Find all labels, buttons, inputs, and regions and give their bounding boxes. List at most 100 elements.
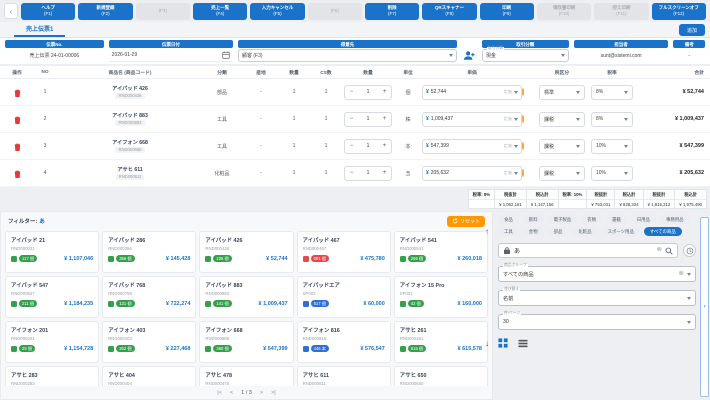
- discount-indicator-icon[interactable]: [522, 115, 524, 123]
- product-card[interactable]: アサヒ 478 RND000478 217 個: [199, 366, 294, 386]
- unit-price-field[interactable]: ¥ 1,009,437 定価: [422, 111, 522, 127]
- function-key-button[interactable]: (F6): [307, 2, 362, 20]
- product-card[interactable]: アイパッド 768 RND000768 131 個 ¥ 722,274: [102, 276, 197, 318]
- product-group-select[interactable]: 商品グループ すべての商品 ⊗: [498, 263, 696, 282]
- qty-minus-button[interactable]: −: [345, 116, 358, 122]
- transaction-category-select[interactable]: 取引分類 現金: [481, 47, 569, 62]
- tax-rate-select[interactable]: 8%: [591, 111, 633, 127]
- product-search-input[interactable]: [514, 247, 654, 254]
- product-card[interactable]: アイフォン 668 RND000668 360 個 ¥ 547,399: [199, 321, 294, 363]
- qty-plus-button[interactable]: +: [378, 143, 391, 149]
- category-chip[interactable]: すべての商品: [643, 227, 682, 236]
- add-customer-icon-button[interactable]: [462, 48, 477, 62]
- product-name[interactable]: アイフォン 668: [112, 139, 148, 146]
- category-chip[interactable]: スポーツ用品: [601, 227, 640, 236]
- product-name[interactable]: アイパッド 883: [112, 112, 148, 119]
- add-button[interactable]: 追加: [679, 24, 705, 36]
- delete-line-button[interactable]: [14, 139, 21, 154]
- tax-rate-select[interactable]: 10%: [591, 138, 633, 154]
- function-key-button[interactable]: 印刷 (F9): [479, 2, 534, 20]
- next-page-button[interactable]: >: [259, 389, 264, 396]
- sort-select[interactable]: 並び替え 名前: [498, 287, 696, 306]
- per-page-select[interactable]: 件/ページ 30: [498, 311, 696, 330]
- scroll-up-button[interactable]: ↑: [485, 227, 489, 236]
- category-chip[interactable]: 衣類: [581, 215, 602, 224]
- function-key-button[interactable]: 領収書印刷 (F10): [536, 2, 592, 20]
- reset-filter-button[interactable]: リセット: [446, 215, 485, 227]
- qty-minus-button[interactable]: −: [345, 143, 358, 149]
- product-card[interactable]: アイパッド 883 RND000883 141 個 ¥ 1,009,437: [199, 276, 294, 318]
- delete-line-button[interactable]: [14, 112, 21, 127]
- function-key-button[interactable]: 新規登録 (F2): [78, 2, 133, 20]
- last-page-button[interactable]: >|: [271, 389, 276, 396]
- product-card[interactable]: アサヒ 404 RND000404 83 個: [102, 366, 197, 386]
- qty-plus-button[interactable]: +: [378, 116, 391, 122]
- category-chip[interactable]: 化粧品: [572, 227, 598, 236]
- list-view-button[interactable]: [518, 339, 528, 348]
- product-card[interactable]: アイパッド 467 RND000467 601 個 ¥ 475,780: [296, 231, 391, 273]
- category-chip[interactable]: 食品: [498, 215, 519, 224]
- expand-rail-button[interactable]: ›: [703, 304, 706, 310]
- unit-price-field[interactable]: ¥ 547,399 定価: [422, 138, 522, 154]
- qty-plus-button[interactable]: +: [378, 89, 391, 95]
- category-chip[interactable]: 書籍: [605, 215, 627, 224]
- calendar-icon[interactable]: [222, 51, 230, 59]
- grid-view-button[interactable]: [498, 338, 508, 348]
- tax-rate-select[interactable]: 10%: [591, 165, 633, 181]
- tax-class-select[interactable]: 課税: [539, 111, 585, 127]
- product-card[interactable]: アイフォン 201 RND000201 25 個 ¥ 1,154,728: [5, 321, 100, 363]
- discount-indicator-icon[interactable]: [522, 169, 524, 177]
- qty-plus-button[interactable]: +: [378, 170, 391, 176]
- category-chip[interactable]: 工具: [498, 227, 519, 236]
- scroll-down-button[interactable]: ↓: [485, 339, 489, 348]
- function-key-button[interactable]: 入力キャンセル (F5): [250, 2, 305, 20]
- tax-rate-select[interactable]: 8%: [591, 84, 633, 100]
- product-name[interactable]: アサヒ 611: [117, 166, 143, 173]
- product-card[interactable]: アイパッド 426 RND000426 225 個 ¥ 52,744: [199, 231, 294, 273]
- tax-class-select[interactable]: 課税: [539, 138, 585, 154]
- delete-line-button[interactable]: [14, 166, 21, 181]
- category-chip[interactable]: 事務用品: [659, 215, 690, 224]
- product-card[interactable]: アイパッド 286 RND000286 356 個 ¥ 145,428: [102, 231, 197, 273]
- delete-line-button[interactable]: [14, 85, 21, 100]
- product-card[interactable]: アイパッド 541 RND000541 266 個 ¥ 260,018: [393, 231, 488, 273]
- qty-minus-button[interactable]: −: [345, 89, 358, 95]
- product-card[interactable]: アサヒ 611 RND000611 109 個: [296, 366, 391, 386]
- category-chip[interactable]: 金物: [522, 227, 544, 236]
- unit-price-field[interactable]: ¥ 52,744 定価: [422, 84, 522, 100]
- product-card[interactable]: アサヒ 283 RND000283 39 個: [5, 366, 100, 386]
- product-name[interactable]: アイパッド 426: [112, 85, 148, 92]
- function-key-button[interactable]: (F3): [135, 2, 190, 20]
- function-key-button[interactable]: 削除 (F7): [364, 2, 420, 20]
- function-key-button[interactable]: QRスキャナー (F8): [422, 2, 477, 20]
- product-card[interactable]: アイパッド 547 RND000547 211 個 ¥ 1,184,235: [5, 276, 100, 318]
- category-chip[interactable]: 日用品: [630, 215, 656, 224]
- product-card[interactable]: アイフォン 403 RND000403 262 個 ¥ 227,468: [102, 321, 197, 363]
- product-card[interactable]: アサヒ 261 RND000261 615 個 ¥ 615,578: [393, 321, 488, 363]
- collapse-toolbar-button[interactable]: ‹: [4, 3, 18, 19]
- tab-sales-slip[interactable]: 売上伝票1: [14, 21, 66, 37]
- function-key-button[interactable]: フルスクリーンオフ (F12): [651, 2, 706, 20]
- product-card[interactable]: アサヒ 650 RND000650 74 個: [393, 366, 488, 386]
- prev-page-button[interactable]: <: [229, 389, 234, 396]
- discount-indicator-icon[interactable]: [522, 142, 524, 150]
- function-key-button[interactable]: ヘルプ (F1): [21, 2, 76, 20]
- tax-class-select[interactable]: 課税: [539, 165, 585, 181]
- product-card[interactable]: アイフォン 816 RND000816 446 本 ¥ 576,547: [296, 321, 391, 363]
- search-icon[interactable]: [665, 247, 673, 255]
- tax-class-select[interactable]: 標準: [539, 84, 585, 100]
- slip-date-input[interactable]: 2026-01-29: [108, 49, 233, 62]
- product-card[interactable]: アイパッド 21 RND000021 117 個 ¥ 1,107,046: [5, 231, 100, 273]
- unit-price-field[interactable]: ¥ 205,632 定価: [422, 165, 522, 181]
- category-chip[interactable]: 電子製品: [547, 215, 578, 224]
- category-chip[interactable]: 飲料: [522, 215, 544, 224]
- first-page-button[interactable]: |<: [217, 389, 222, 396]
- customer-select[interactable]: 顧客 (F3): [238, 49, 458, 62]
- product-card[interactable]: アイフォン 15 Pro SP001 42 個 ¥ 160,000: [393, 276, 488, 318]
- discount-indicator-icon[interactable]: [522, 88, 524, 96]
- clear-group-icon[interactable]: ⊗: [678, 269, 684, 277]
- clear-search-icon[interactable]: ⊗: [656, 246, 662, 254]
- search-history-button[interactable]: [683, 244, 696, 257]
- category-chip[interactable]: 部品: [547, 227, 569, 236]
- function-key-button[interactable]: 売上一覧 (F4): [192, 2, 248, 20]
